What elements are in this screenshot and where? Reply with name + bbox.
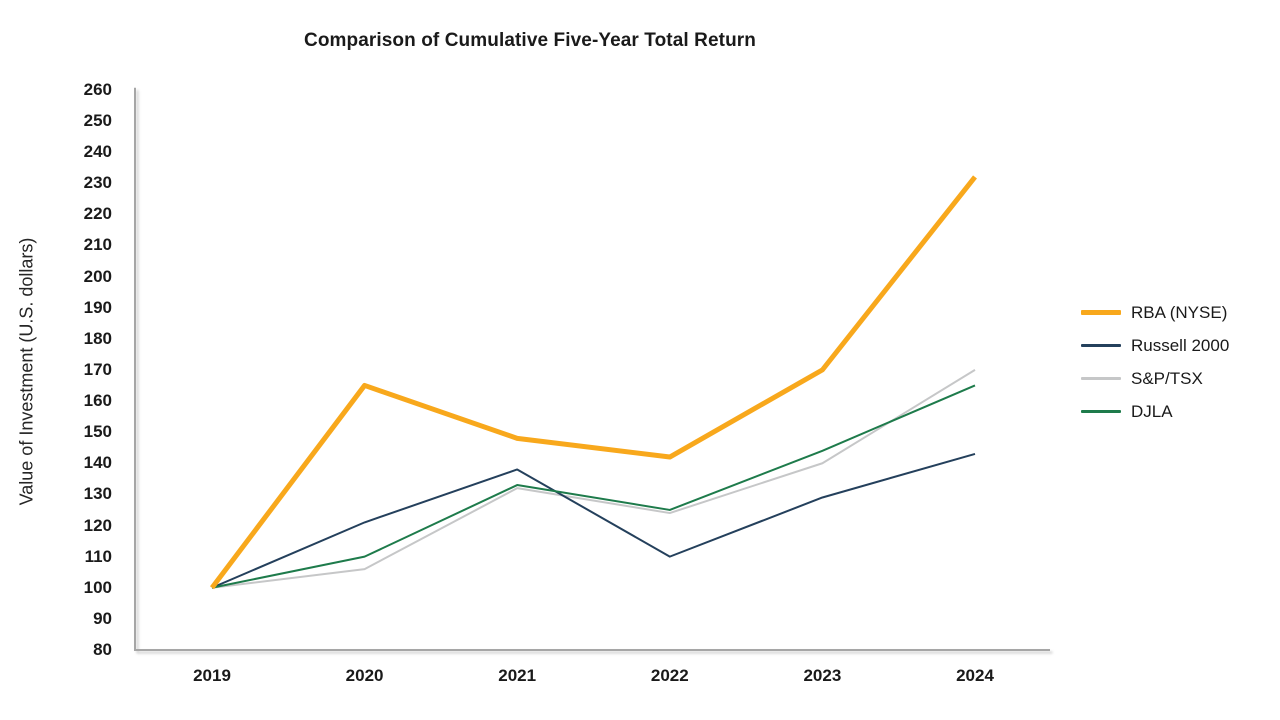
y-axis-tick-label: 180 [83,328,112,348]
legend-item-rba-nyse: RBA (NYSE) [1081,296,1229,329]
y-axis-tick-label: 120 [83,515,112,535]
x-axis-tick-label: 2019 [193,666,231,685]
y-axis-tick-label: 230 [83,173,112,193]
legend-item-russell-2000: Russell 2000 [1081,329,1229,362]
legend-swatch-djla [1081,410,1121,413]
legend-label-djla: DJLA [1131,401,1173,421]
y-axis-tick-label: 150 [83,422,112,442]
y-axis-tick-label: 100 [83,577,112,597]
chart-title: Comparison of Cumulative Five-Year Total… [304,30,756,51]
chart-legend: RBA (NYSE) Russell 2000 S&P/TSX DJLA [1081,296,1229,428]
y-axis-tick-label: 200 [83,266,112,286]
legend-swatch-rba-nyse [1081,310,1121,315]
y-axis-tick-label: 190 [83,297,112,317]
y-axis-tick-label: 90 [93,608,112,628]
y-axis-tick-label: 140 [83,453,112,473]
legend-swatch-s-p-tsx [1081,377,1121,380]
legend-item-djla: DJLA [1081,395,1229,428]
series-line-djla [211,384,976,589]
series-line-russell-2000 [211,452,976,589]
x-axis-tick-label: 2021 [498,666,537,685]
chart-series-lines [210,175,977,590]
series-line-rba-nyse [210,175,977,590]
y-axis-tick-label: 80 [93,640,112,659]
legend-item-s-p-tsx: S&P/TSX [1081,362,1229,395]
y-axis-tick-label: 240 [83,142,112,161]
y-axis-tick-label: 160 [83,391,112,410]
legend-label-rba-nyse: RBA (NYSE) [1131,302,1228,322]
y-axis-tick-label: 130 [83,484,112,504]
axis-shadow [136,90,1053,654]
axis-lines [134,87,1050,651]
x-axis-tick-label: 2020 [345,666,384,685]
x-axis-tick-label: 2022 [650,666,689,685]
x-axis-tick-label: 2023 [803,666,842,685]
legend-swatch-russell-2000 [1081,344,1121,347]
y-axis-tick-label: 250 [83,110,112,130]
chart-axes [134,87,1053,654]
legend-label-russell-2000: Russell 2000 [1131,335,1230,355]
y-axis-tick-label: 220 [83,204,112,224]
legend-label-s-p-tsx: S&P/TSX [1131,368,1203,388]
y-axis-tick-label: 210 [83,235,112,255]
y-axis-tick-label: 110 [84,546,112,566]
y-axis-tick-label: 260 [83,79,112,99]
x-axis-tick-label: 2024 [956,666,994,685]
y-axis-tick-label: 170 [83,359,112,379]
series-line-s-p-tsx [211,369,976,589]
